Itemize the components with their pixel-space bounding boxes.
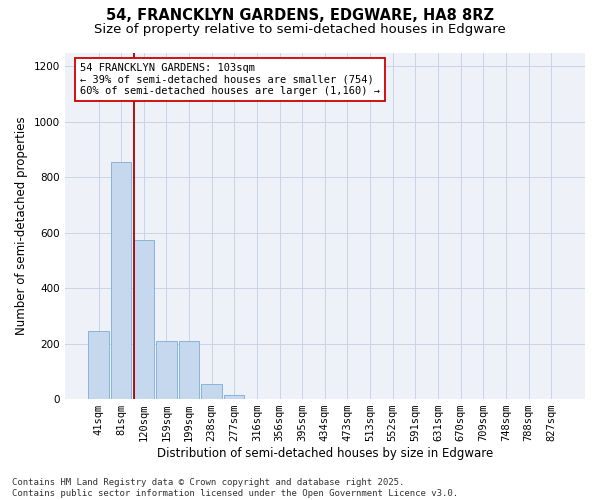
Text: Contains HM Land Registry data © Crown copyright and database right 2025.
Contai: Contains HM Land Registry data © Crown c…	[12, 478, 458, 498]
Text: 54 FRANCKLYN GARDENS: 103sqm
← 39% of semi-detached houses are smaller (754)
60%: 54 FRANCKLYN GARDENS: 103sqm ← 39% of se…	[80, 63, 380, 96]
Bar	[202, 384, 222, 399]
Bar	[179, 341, 199, 399]
Bar	[111, 162, 131, 399]
Bar	[156, 341, 176, 399]
Y-axis label: Number of semi-detached properties: Number of semi-detached properties	[15, 116, 28, 335]
Text: 54, FRANCKLYN GARDENS, EDGWARE, HA8 8RZ: 54, FRANCKLYN GARDENS, EDGWARE, HA8 8RZ	[106, 8, 494, 22]
Bar	[88, 331, 109, 399]
X-axis label: Distribution of semi-detached houses by size in Edgware: Distribution of semi-detached houses by …	[157, 447, 493, 460]
Bar	[134, 240, 154, 399]
Text: Size of property relative to semi-detached houses in Edgware: Size of property relative to semi-detach…	[94, 22, 506, 36]
Bar	[224, 395, 244, 399]
